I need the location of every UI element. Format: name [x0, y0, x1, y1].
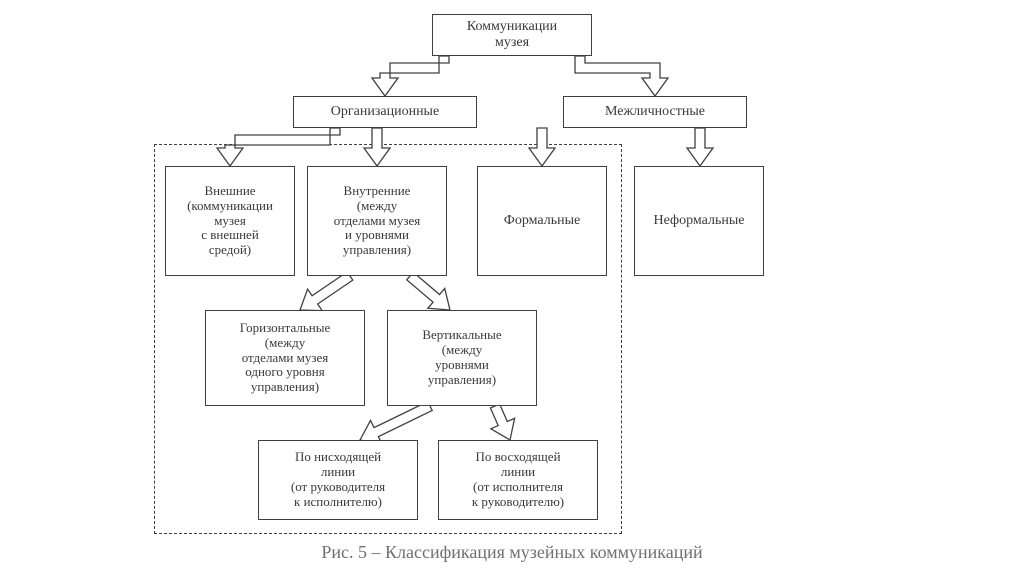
- node-ascending: По восходящейлинии(от исполнителяк руков…: [438, 440, 598, 520]
- node-root: Коммуникациимузея: [432, 14, 592, 56]
- node-descending: По нисходящейлинии(от руководителяк испо…: [258, 440, 418, 520]
- node-formal-label: Формальные: [504, 213, 580, 229]
- node-informal-label: Неформальные: [654, 213, 745, 229]
- diagram-canvas: Коммуникациимузея Организационные Межлич…: [0, 0, 1024, 574]
- node-org-label: Организационные: [331, 104, 439, 120]
- node-horiz-label: Горизонтальные(междуотделами музеяодного…: [240, 321, 330, 396]
- node-inter-label: Межличностные: [605, 104, 705, 120]
- node-horizontal: Горизонтальные(междуотделами музеяодного…: [205, 310, 365, 406]
- node-internal: Внутренние(междуотделами музеяи уровнями…: [307, 166, 447, 276]
- node-vert-label: Вертикальные(междууровнямиуправления): [422, 328, 501, 388]
- node-ext-label: Внешние(коммуникациимузеяс внешнейсредой…: [187, 184, 273, 259]
- node-down-label: По нисходящейлинии(от руководителяк испо…: [291, 450, 385, 510]
- node-organizational: Организационные: [293, 96, 477, 128]
- node-up-label: По восходящейлинии(от исполнителяк руков…: [472, 450, 564, 510]
- node-vertical: Вертикальные(междууровнямиуправления): [387, 310, 537, 406]
- node-root-label: Коммуникациимузея: [467, 19, 557, 51]
- figure-caption: Рис. 5 – Классификация музейных коммуник…: [0, 542, 1024, 563]
- node-int-label: Внутренние(междуотделами музеяи уровнями…: [334, 184, 421, 259]
- node-informal: Неформальные: [634, 166, 764, 276]
- node-external: Внешние(коммуникациимузеяс внешнейсредой…: [165, 166, 295, 276]
- node-formal: Формальные: [477, 166, 607, 276]
- node-interpersonal: Межличностные: [563, 96, 747, 128]
